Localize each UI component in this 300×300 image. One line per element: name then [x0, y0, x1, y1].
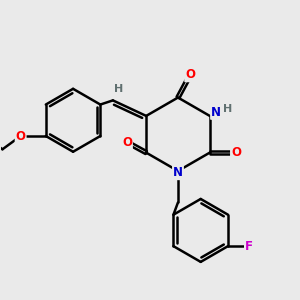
Text: O: O: [185, 68, 195, 81]
Text: H: H: [223, 104, 232, 114]
Text: N: N: [173, 166, 183, 179]
Text: O: O: [16, 130, 26, 142]
Text: F: F: [245, 240, 253, 253]
Text: O: O: [231, 146, 241, 159]
Text: O: O: [122, 136, 132, 148]
Text: N: N: [211, 106, 221, 119]
Text: H: H: [113, 84, 123, 94]
